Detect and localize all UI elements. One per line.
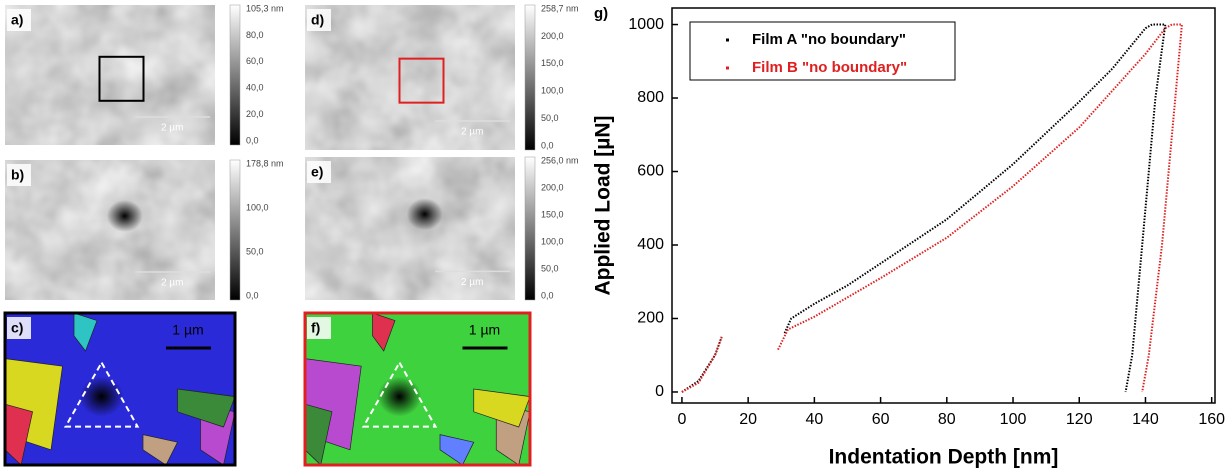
colorbar-label: 0,0 [246,290,259,300]
colorbar-label: 100,0 [541,86,564,96]
afm-image [305,157,515,300]
y-tick-label: 0 [655,383,664,400]
colorbar [525,5,535,150]
colorbar-label: 150,0 [541,58,564,68]
colorbar-label: 50,0 [246,246,264,256]
y-tick-label: 800 [637,89,664,106]
x-tick-label: 100 [1000,411,1027,428]
x-axis-label: Indentation Depth [nm] [829,446,1059,469]
figure: 105,3 nm 80,0 60,0 40,0 20,0 0,0 2 µm a) 178,8 n… [0,0,1232,473]
scale-label: 1 µm [469,322,500,338]
colorbar-label: 200,0 [541,182,564,192]
afm-image [5,160,215,300]
scale-label: 2 µm [461,127,483,138]
x-tick-label: 0 [677,411,686,428]
panel-label: e) [311,164,323,180]
x-tick-label: 60 [872,411,890,428]
colorbar-label: 80,0 [246,30,264,40]
scale-label: 1 µm [172,322,203,338]
legend-marker [726,39,729,42]
colorbar-label: 200,0 [541,31,564,41]
indent [378,377,422,417]
afm-image [305,5,515,150]
scale-label: 2 µm [161,278,183,289]
colorbar-label: 150,0 [541,209,564,219]
colorbar-label: 178,8 nm [246,158,284,168]
indent [407,198,443,230]
colorbar-label: 256,0 nm [541,155,579,165]
colorbar-label: 20,0 [246,109,264,119]
colorbar [230,5,240,145]
panel-label: f) [311,320,320,336]
legend-marker [726,67,729,70]
colorbar-label: 0,0 [246,135,259,145]
y-tick-label: 600 [637,163,664,180]
x-tick-label: 120 [1066,411,1093,428]
colorbar-label: 258,7 nm [541,3,579,13]
panel-label: a) [11,12,23,28]
legend-label: Film B "no boundary" [752,59,907,76]
colorbar [525,157,535,300]
x-tick-label: 40 [805,411,823,428]
x-tick-label: 140 [1132,411,1159,428]
y-tick-label: 400 [637,236,664,253]
colorbar-label: 105,3 nm [246,3,284,13]
colorbar-label: 100,0 [541,236,564,246]
panel-label: g) [594,5,608,22]
colorbar-label: 50,0 [541,113,559,123]
indent [107,200,143,232]
colorbar [230,160,240,300]
y-tick-label: 1000 [628,16,664,33]
y-tick-label: 200 [637,310,664,327]
panel-label: d) [311,12,324,28]
legend-label: Film A "no boundary" [752,31,906,48]
x-tick-label: 160 [1198,411,1225,428]
indent [80,377,124,417]
colorbar-label: 50,0 [541,263,559,273]
colorbar-label: 100,0 [246,202,269,212]
x-tick-label: 80 [938,411,956,428]
colorbar-label: 0,0 [541,140,554,150]
y-axis-label: Applied Load [µN] [592,115,615,295]
afm-image [5,5,215,145]
panel-label: c) [11,320,23,336]
scale-label: 2 µm [461,277,483,288]
scale-label: 2 µm [161,123,183,134]
colorbar-label: 0,0 [541,290,554,300]
x-tick-label: 20 [739,411,757,428]
colorbar-label: 60,0 [246,56,264,66]
panel-label: b) [11,167,24,183]
colorbar-label: 40,0 [246,83,264,93]
